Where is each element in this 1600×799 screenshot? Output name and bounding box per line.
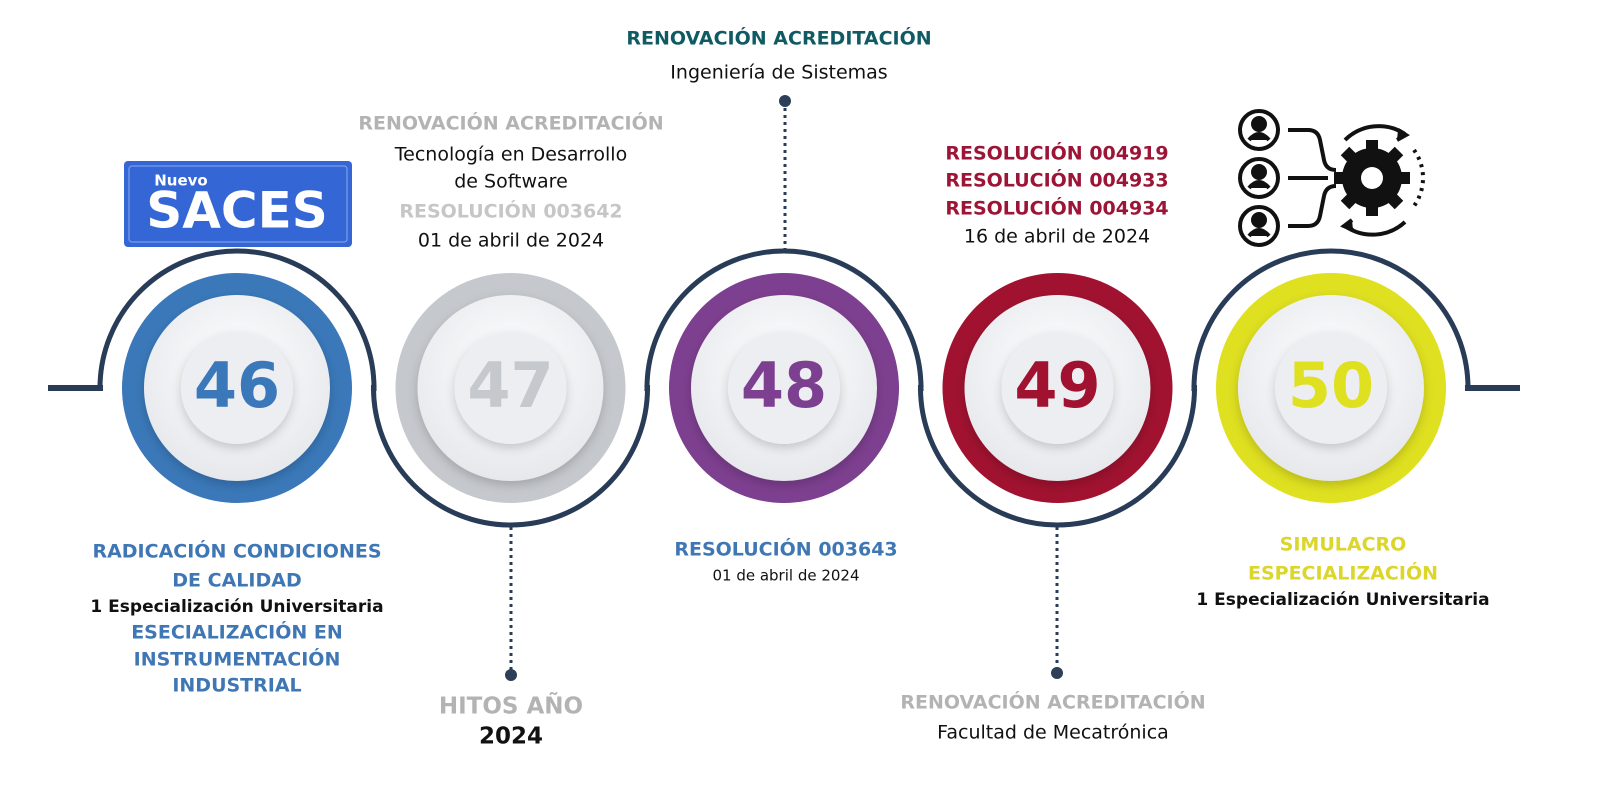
title: DE CALIDAD xyxy=(172,570,301,592)
detail: 1 Especialización Universitaria xyxy=(1196,590,1489,610)
logo-box xyxy=(124,161,352,247)
person-icons xyxy=(1238,109,1280,247)
inner-face xyxy=(454,332,567,444)
year-label: HITOS AÑO xyxy=(439,692,583,720)
logo-prefix: Nuevo xyxy=(154,172,208,190)
title: RENOVACIÓN ACREDITACIÓN xyxy=(358,111,663,135)
resolution: RESOLUCIÓN 004934 xyxy=(945,196,1168,220)
program: Ingeniería de Sistemas xyxy=(670,62,887,84)
connector-dot xyxy=(779,95,791,107)
arrow-head xyxy=(1340,218,1354,232)
logo-name: SACES xyxy=(146,182,328,240)
saces-logo: Nuevo SACES xyxy=(124,161,352,247)
milestone-number: 50 xyxy=(1288,349,1374,422)
resolution: RESOLUCIÓN 004933 xyxy=(945,168,1168,192)
title: SIMULACRO xyxy=(1280,534,1407,556)
inner-face xyxy=(1275,332,1387,444)
milestone-number: 48 xyxy=(741,349,827,422)
inner-face xyxy=(181,332,293,444)
year-value: 2024 xyxy=(479,724,543,750)
link xyxy=(1288,184,1337,228)
program: INSTRUMENTACIÓN xyxy=(134,647,341,671)
date: 01 de abril de 2024 xyxy=(418,230,604,252)
program: de Software xyxy=(454,171,568,193)
inner-face xyxy=(728,332,840,444)
resolution: RESOLUCIÓN 003643 xyxy=(674,537,897,561)
resolution: RESOLUCIÓN 004919 xyxy=(945,141,1168,165)
outline-arc xyxy=(918,387,1197,528)
title: RENOVACIÓN ACREDITACIÓN xyxy=(626,26,931,50)
connector-dot xyxy=(505,669,517,681)
title: RADICACIÓN CONDICIONES xyxy=(92,539,381,563)
program: Tecnología en Desarrollo xyxy=(394,144,627,166)
program: Facultad de Mecatrónica xyxy=(937,722,1169,744)
title: RENOVACIÓN ACREDITACIÓN xyxy=(900,690,1205,714)
process-icon xyxy=(1238,109,1425,247)
connector-dot xyxy=(1051,667,1063,679)
link xyxy=(1288,128,1337,172)
outline-arc xyxy=(644,248,924,389)
cycle-arrow xyxy=(1343,124,1407,142)
logo-border xyxy=(128,165,348,243)
resolution: RESOLUCIÓN 003642 xyxy=(399,199,622,223)
program: ESECIALIZACIÓN EN xyxy=(131,620,343,644)
cycle-arrow xyxy=(1343,220,1407,237)
date: 16 de abril de 2024 xyxy=(964,226,1150,248)
gear-hole xyxy=(1361,167,1383,189)
date: 01 de abril de 2024 xyxy=(712,567,859,585)
detail: 1 Especialización Universitaria xyxy=(90,597,383,617)
title: ESPECIALIZACIÓN xyxy=(1248,561,1438,585)
milestone-number: 46 xyxy=(194,349,280,422)
program: INDUSTRIAL xyxy=(172,675,301,697)
inner-face xyxy=(1001,332,1114,444)
milestones: 46 47 48 49 50 xyxy=(97,248,1471,528)
milestone-number: 47 xyxy=(467,349,553,422)
outline-arc xyxy=(97,248,377,389)
outline-arc xyxy=(371,387,650,528)
outline-arc xyxy=(1191,248,1471,389)
arrow-head xyxy=(1396,128,1410,142)
milestone-number: 49 xyxy=(1014,349,1100,422)
dotted-arc xyxy=(1412,148,1425,208)
